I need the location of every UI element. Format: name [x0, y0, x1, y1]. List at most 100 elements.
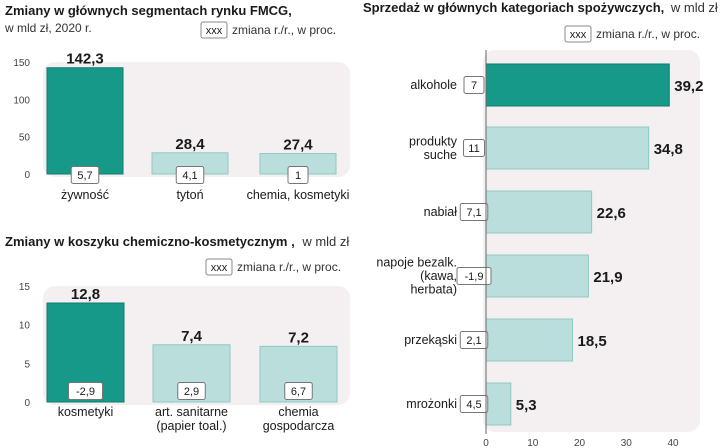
bar-value-label: 28,4: [175, 136, 205, 153]
fmcg-chart-title: Zmiany w głównych segmentach rynku FMCG,: [5, 3, 292, 18]
change-badge-box: [68, 382, 103, 400]
chem-plot-area: 0 5 10 15 12,8 -2,9 kosmetyki 7,4 2,9 art. sanita…: [19, 282, 350, 433]
category-label: tytoń: [176, 188, 203, 202]
change-badge: -1,9: [456, 267, 492, 285]
fmcg-chart-subtitle: w mld zł, 2020 r.: [4, 21, 92, 35]
change-badge-label: 2,1: [466, 335, 481, 347]
change-badge-box: [456, 267, 492, 285]
bar-4: [485, 318, 573, 362]
legend-box-icon: [205, 258, 233, 276]
food-categories-chart: Sprzedaż w głównych kategoriach spożywcz…: [363, 0, 718, 448]
chem-chart-title: Zmiany w koszyku chemiczno-kosmetycznym …: [5, 234, 349, 249]
category-label: przekąski: [404, 333, 457, 347]
x-tick-label: 20: [574, 438, 586, 448]
chem-chart-title-suffix: w mld zł: [301, 234, 349, 249]
bar-value-label: 7,2: [288, 329, 309, 346]
category-label: chemia: [278, 405, 318, 419]
bar-value-label: 21,9: [593, 269, 622, 286]
category-label: gospodarcza: [263, 419, 335, 433]
change-badge: 11: [463, 139, 485, 157]
category-label: alkohole: [410, 78, 457, 92]
change-badge-label: -2,9: [76, 386, 95, 398]
x-tick-label: 10: [527, 438, 539, 448]
y-tick-label: 15: [19, 282, 31, 293]
change-badge-box: [284, 382, 313, 400]
fmcg-legend: xxx zmiana r./r., w proc.: [200, 21, 336, 39]
y-tick-label: 0: [24, 170, 30, 181]
category-label: żywność: [61, 188, 109, 202]
chemical-cosmetic-chart: Zmiany w koszyku chemiczno-kosmetycznym …: [5, 234, 350, 433]
fmcg-segments-chart: Zmiany w głównych segmentach rynku FMCG,…: [4, 3, 350, 202]
change-badge: 4,5: [459, 395, 489, 413]
change-badge: 2,9: [177, 382, 206, 400]
category-label: herbata): [410, 283, 457, 297]
plot-background: [483, 50, 700, 432]
change-badge: 4,1: [175, 166, 205, 184]
food-chart-title-suffix: w mld zł: [670, 0, 718, 15]
y-tick-label: 50: [19, 133, 31, 144]
legend-text: zmiana r./r., w proc.: [237, 260, 341, 274]
change-badge-box: [463, 139, 485, 157]
category-label: produkty: [409, 134, 458, 148]
change-badge: 5,7: [70, 166, 100, 184]
bar-value-label: 12,8: [71, 286, 100, 303]
category-label: (papier toal.): [156, 419, 226, 433]
bar-2: [485, 190, 593, 234]
change-badge: 1: [287, 166, 309, 184]
bar-1: [485, 126, 650, 170]
y-tick-label: 0: [24, 398, 30, 409]
legend-box-icon: [200, 21, 228, 39]
change-badge: 2,1: [459, 331, 489, 349]
category-label: nabiał: [424, 205, 458, 219]
change-badge-label: 7,1: [466, 207, 481, 219]
category-label: (kawa,: [420, 269, 457, 283]
change-badge-box: [459, 331, 489, 349]
food-legend: xxx zmiana r./r., w proc.: [564, 25, 700, 43]
change-badge-label: 7: [471, 80, 477, 92]
change-badge-label: 2,9: [184, 386, 199, 398]
category-label: art. sanitarne: [155, 405, 228, 419]
bar-value-label: 22,6: [597, 205, 626, 222]
chem-chart-title-main: Zmiany w koszyku chemiczno-kosmetycznym …: [5, 234, 295, 249]
legend-box-label: xxx: [206, 25, 223, 37]
category-label: kosmetyki: [58, 405, 114, 419]
bar-value-label: 34,8: [654, 141, 683, 158]
bar-value-label: 27,4: [283, 137, 313, 154]
legend-box-label: xxx: [211, 262, 228, 274]
y-tick-label: 5: [24, 359, 30, 370]
change-badge-box: [463, 76, 485, 94]
bar-value-label: 142,3: [66, 51, 104, 68]
change-badge: 6,7: [284, 382, 313, 400]
food-chart-title-main: Sprzedaż w głównych kategoriach spożywcz…: [363, 0, 664, 15]
change-badge-box: [177, 382, 206, 400]
change-badge-label: 4,1: [182, 170, 197, 182]
y-tick-label: 10: [19, 321, 31, 332]
legend-box-icon: [564, 25, 592, 43]
category-label: napoje bezalk.: [376, 256, 457, 270]
y-tick-label: 150: [13, 58, 30, 69]
change-badge-box: [175, 166, 205, 184]
bar-value-label: 7,4: [181, 328, 203, 345]
change-badge-label: 1: [295, 170, 301, 182]
legend-text: zmiana r./r., w proc.: [232, 23, 336, 37]
bar-value-label: 39,2: [674, 78, 703, 95]
chem-legend: xxx zmiana r./r., w proc.: [205, 258, 341, 276]
bar-0: [485, 63, 670, 107]
change-badge-box: [287, 166, 309, 184]
change-badge-label: 4,5: [466, 399, 481, 411]
food-chart-title: Sprzedaż w głównych kategoriach spożywcz…: [363, 0, 718, 15]
fmcg-plot-area: 0 50 100 150 142,3 5,7 żywność 28,4 4,1 tytoń 27,4…: [13, 51, 350, 202]
x-tick-label: 30: [621, 438, 633, 448]
change-badge: -2,9: [68, 382, 103, 400]
bar-value-label: 5,3: [516, 397, 537, 414]
y-tick-label: 100: [13, 95, 30, 106]
category-label: suche: [424, 148, 457, 162]
change-badge-label: -1,9: [465, 271, 484, 283]
bar-0: [46, 67, 124, 175]
change-badge: 7,1: [459, 203, 489, 221]
legend-text: zmiana r./r., w proc.: [596, 27, 700, 41]
category-label: mrożonki: [406, 397, 457, 411]
change-badge-label: 11: [468, 143, 479, 155]
